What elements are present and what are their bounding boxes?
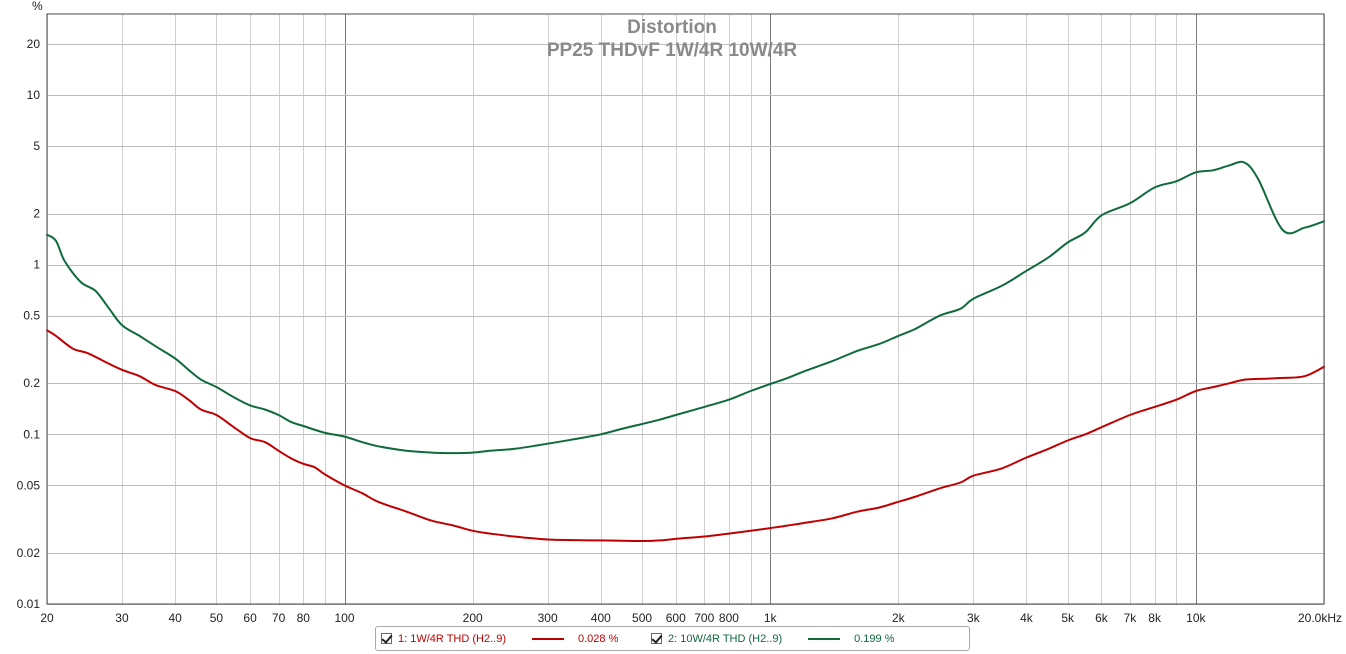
x-tick-label: 600 bbox=[666, 611, 686, 625]
y-tick-label: 0.5 bbox=[23, 309, 40, 323]
legend-series-2-swatch bbox=[808, 637, 841, 640]
x-tick-label: 20.0kHz bbox=[1298, 611, 1342, 625]
series-line-1 bbox=[46, 329, 1325, 543]
series-2-checkbox[interactable] bbox=[651, 633, 662, 644]
y-tick-label: 2 bbox=[33, 207, 40, 221]
legend-series-1-value: 0.028 % bbox=[578, 632, 619, 645]
y-tick-label: 10 bbox=[27, 88, 41, 102]
x-tick-label: 800 bbox=[719, 611, 739, 625]
distortion-chart: % Distortion PP25 THDvF 1W/4R 10W/4R 20 3… bbox=[17, 0, 1342, 625]
x-tick-label: 10k bbox=[1186, 611, 1206, 625]
x-tick-label: 4k bbox=[1020, 611, 1034, 625]
legend-series-1-name: 1: 1W/4R THD (H2..9) bbox=[398, 632, 506, 645]
y-unit-label: % bbox=[32, 0, 43, 13]
x-tick-label: 5k bbox=[1061, 611, 1075, 625]
legend: 1: 1W/4R THD (H2..9) 0.028 % 2: 10W/4R T… bbox=[375, 626, 970, 651]
x-tick-label: 60 bbox=[243, 611, 257, 625]
x-tick-label: 100 bbox=[335, 611, 355, 625]
y-tick-labels: 0.01 0.02 0.05 0.1 0.2 0.5 1 2 5 10 20 bbox=[17, 37, 41, 611]
series-1-checkbox[interactable] bbox=[381, 633, 392, 644]
x-tick-label: 8k bbox=[1148, 611, 1162, 625]
y-tick-label: 0.1 bbox=[23, 427, 40, 441]
legend-series-1-swatch bbox=[532, 637, 564, 640]
x-tick-label: 6k bbox=[1095, 611, 1109, 625]
x-tick-label: 70 bbox=[272, 611, 286, 625]
x-tick-label: 50 bbox=[210, 611, 224, 625]
y-tick-label: 0.01 bbox=[17, 597, 41, 611]
x-tick-label: 3k bbox=[967, 611, 981, 625]
x-tick-label: 500 bbox=[632, 611, 652, 625]
series-line-2 bbox=[46, 160, 1325, 455]
legend-entry-series-2[interactable]: 2: 10W/4R THD (H2..9) 0.199 % bbox=[646, 627, 910, 650]
x-tick-label: 700 bbox=[694, 611, 714, 625]
chart-title: Distortion bbox=[627, 17, 717, 38]
x-tick-label: 30 bbox=[115, 611, 129, 625]
x-tick-label: 400 bbox=[591, 611, 611, 625]
y-tick-label: 0.2 bbox=[23, 376, 40, 390]
x-tick-label: 7k bbox=[1124, 611, 1138, 625]
grid bbox=[47, 14, 1325, 605]
y-tick-label: 20 bbox=[27, 37, 41, 51]
series-layer bbox=[46, 160, 1325, 543]
x-tick-label: 300 bbox=[538, 611, 558, 625]
y-tick-label: 0.02 bbox=[17, 546, 41, 560]
x-tick-labels: 20 30 40 50 60 70 80 100 200 300 400 500 600 700 800 1k… bbox=[40, 611, 1342, 625]
x-tick-label: 2k bbox=[892, 611, 906, 625]
x-tick-label: 80 bbox=[297, 611, 311, 625]
x-tick-label: 1k bbox=[764, 611, 778, 625]
y-tick-label: 5 bbox=[33, 139, 40, 153]
x-tick-label: 20 bbox=[40, 611, 54, 625]
legend-entry-series-1[interactable]: 1: 1W/4R THD (H2..9) 0.028 % bbox=[376, 627, 634, 650]
y-tick-label: 1 bbox=[33, 258, 40, 272]
plot-frame bbox=[46, 13, 1325, 605]
x-tick-label: 200 bbox=[463, 611, 483, 625]
x-tick-label: 40 bbox=[168, 611, 182, 625]
legend-series-2-name: 2: 10W/4R THD (H2..9) bbox=[668, 632, 783, 645]
chart-subtitle: PP25 THDvF 1W/4R 10W/4R bbox=[547, 40, 798, 61]
y-tick-label: 0.05 bbox=[17, 478, 41, 492]
legend-series-2-value: 0.199 % bbox=[854, 632, 895, 645]
